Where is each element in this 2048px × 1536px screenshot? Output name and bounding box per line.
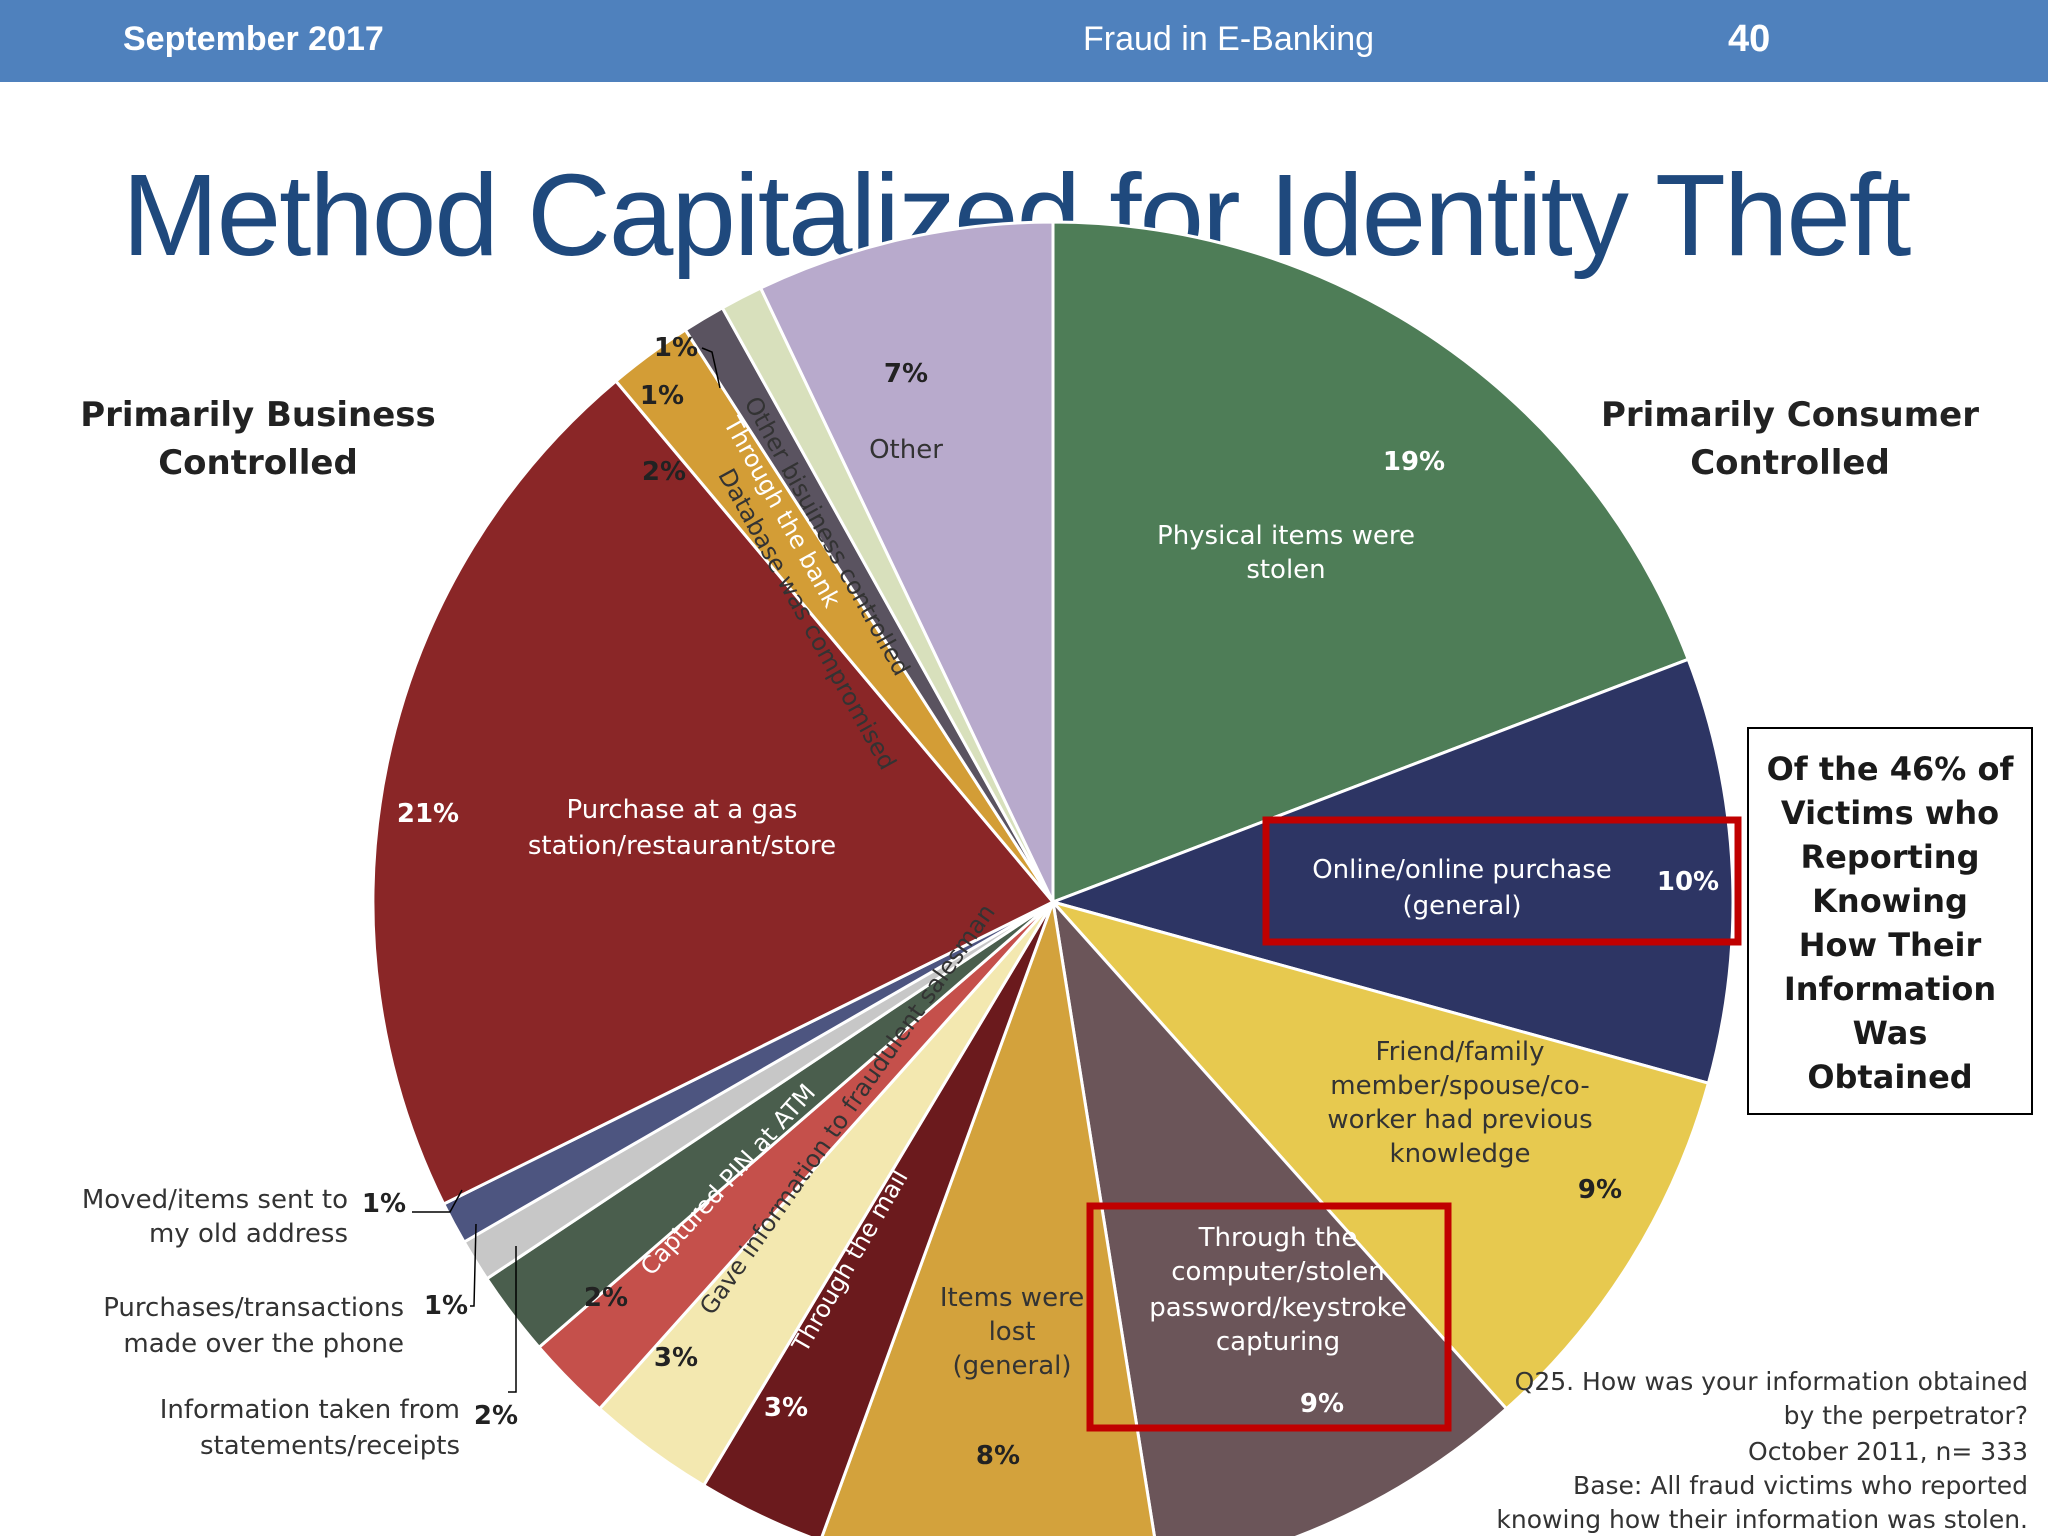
label-computer-4: capturing	[1216, 1327, 1340, 1357]
pie-slice-2	[1048, 899, 1711, 1411]
label-other: Other	[869, 435, 943, 465]
label-phone-1: Purchases/transactions	[103, 1293, 404, 1323]
callout-line-3: Reporting	[1801, 838, 1980, 876]
value-statements: 2%	[474, 1401, 518, 1431]
value-purchase: 21%	[397, 799, 459, 829]
footnote-line-5: knowing how their information was stolen…	[1496, 1505, 2028, 1534]
label-lost-1: Items were	[940, 1283, 1084, 1313]
callout-line-6: Information	[1784, 970, 1996, 1008]
callout-line-2: Victims who	[1781, 794, 1999, 832]
label-purchase-1: Purchase at a gas	[567, 795, 798, 825]
callout-line-1: Of the 46% of	[1767, 750, 2015, 788]
value-other: 7%	[884, 359, 928, 389]
footnote-line-2: by the perpetrator?	[1784, 1401, 2028, 1430]
value-computer: 9%	[1300, 1389, 1344, 1419]
value-atm: 2%	[584, 1283, 628, 1313]
label-computer-2: computer/stolen	[1171, 1257, 1385, 1287]
leader-lines	[412, 347, 721, 1393]
value-lost: 8%	[976, 1441, 1020, 1471]
pie-slice-4	[820, 896, 1156, 1536]
label-statements-2: statements/receipts	[200, 1431, 460, 1461]
label-friend-4: knowledge	[1390, 1139, 1531, 1169]
value-phone: 1%	[424, 1291, 468, 1321]
group-label-consumer-1: Primarily Consumer	[1601, 395, 1979, 435]
group-label-business-2: Controlled	[158, 443, 358, 483]
footnote-line-3: October 2011, n= 333	[1748, 1437, 2028, 1466]
pie-slice-0	[1051, 220, 1691, 905]
label-friend-3: worker had previous	[1327, 1105, 1592, 1135]
label-physical-2: stolen	[1246, 555, 1325, 585]
label-online-2: (general)	[1402, 891, 1521, 921]
callout-line-8: Obtained	[1807, 1058, 1972, 1096]
header-title: Fraud in E-Banking	[1083, 20, 1375, 58]
value-database: 2%	[642, 457, 686, 487]
value-moved: 1%	[362, 1189, 406, 1219]
label-friend-1: Friend/family	[1376, 1037, 1545, 1067]
label-computer-1: Through the	[1198, 1223, 1358, 1253]
label-physical-1: Physical items were	[1157, 521, 1415, 551]
page-number: 40	[1728, 18, 1771, 60]
leader-line-moved	[412, 1189, 463, 1213]
label-moved-1: Moved/items sent to	[82, 1185, 348, 1215]
footnote-line-1: Q25. How was your information obtained	[1515, 1367, 2028, 1396]
pie-slices	[371, 220, 1735, 1536]
callout-line-4: Knowing	[1812, 882, 1968, 920]
label-computer-3: password/keystroke	[1149, 1293, 1407, 1323]
value-bank: 1%	[640, 381, 684, 411]
leader-line-statements	[508, 1246, 517, 1393]
value-online: 10%	[1657, 867, 1719, 897]
callout-line-5: How Their	[1799, 926, 1982, 964]
label-friend-2: member/spouse/co-	[1330, 1071, 1589, 1101]
value-mail: 3%	[764, 1393, 808, 1423]
label-online-1: Online/online purchase	[1312, 855, 1612, 885]
pie-slice-1	[1048, 657, 1735, 1086]
label-statements-1: Information taken from	[160, 1395, 460, 1425]
value-salesman: 3%	[654, 1343, 698, 1373]
leader-line-other-business	[701, 347, 721, 389]
header-date: September 2017	[123, 20, 384, 58]
header-bar: September 2017 Fraud in E-Banking 40	[0, 0, 2048, 82]
value-other-business: 1%	[654, 333, 698, 363]
pie-slice-3	[1050, 897, 1509, 1536]
pie-slice-15	[758, 220, 1055, 903]
pie-slice-11	[371, 378, 1056, 1207]
value-friend: 9%	[1578, 1175, 1622, 1205]
group-label-business-1: Primarily Business	[80, 395, 436, 435]
footnote-line-4: Base: All fraud victims who reported	[1573, 1471, 2028, 1500]
label-lost-3: (general)	[952, 1351, 1071, 1381]
value-physical: 19%	[1383, 447, 1445, 477]
group-label-consumer-2: Controlled	[1690, 443, 1890, 483]
label-purchase-2: station/restaurant/store	[528, 831, 836, 861]
callout-box	[1747, 727, 2033, 1115]
highlight-box-computer	[1086, 1202, 1452, 1432]
leader-line-phone	[470, 1223, 477, 1307]
highlight-box-online	[1262, 816, 1742, 946]
callout-line-7: Was	[1853, 1014, 1928, 1052]
label-lost-2: lost	[989, 1317, 1036, 1347]
label-moved-2: my old address	[149, 1219, 348, 1249]
label-phone-2: made over the phone	[123, 1329, 404, 1359]
